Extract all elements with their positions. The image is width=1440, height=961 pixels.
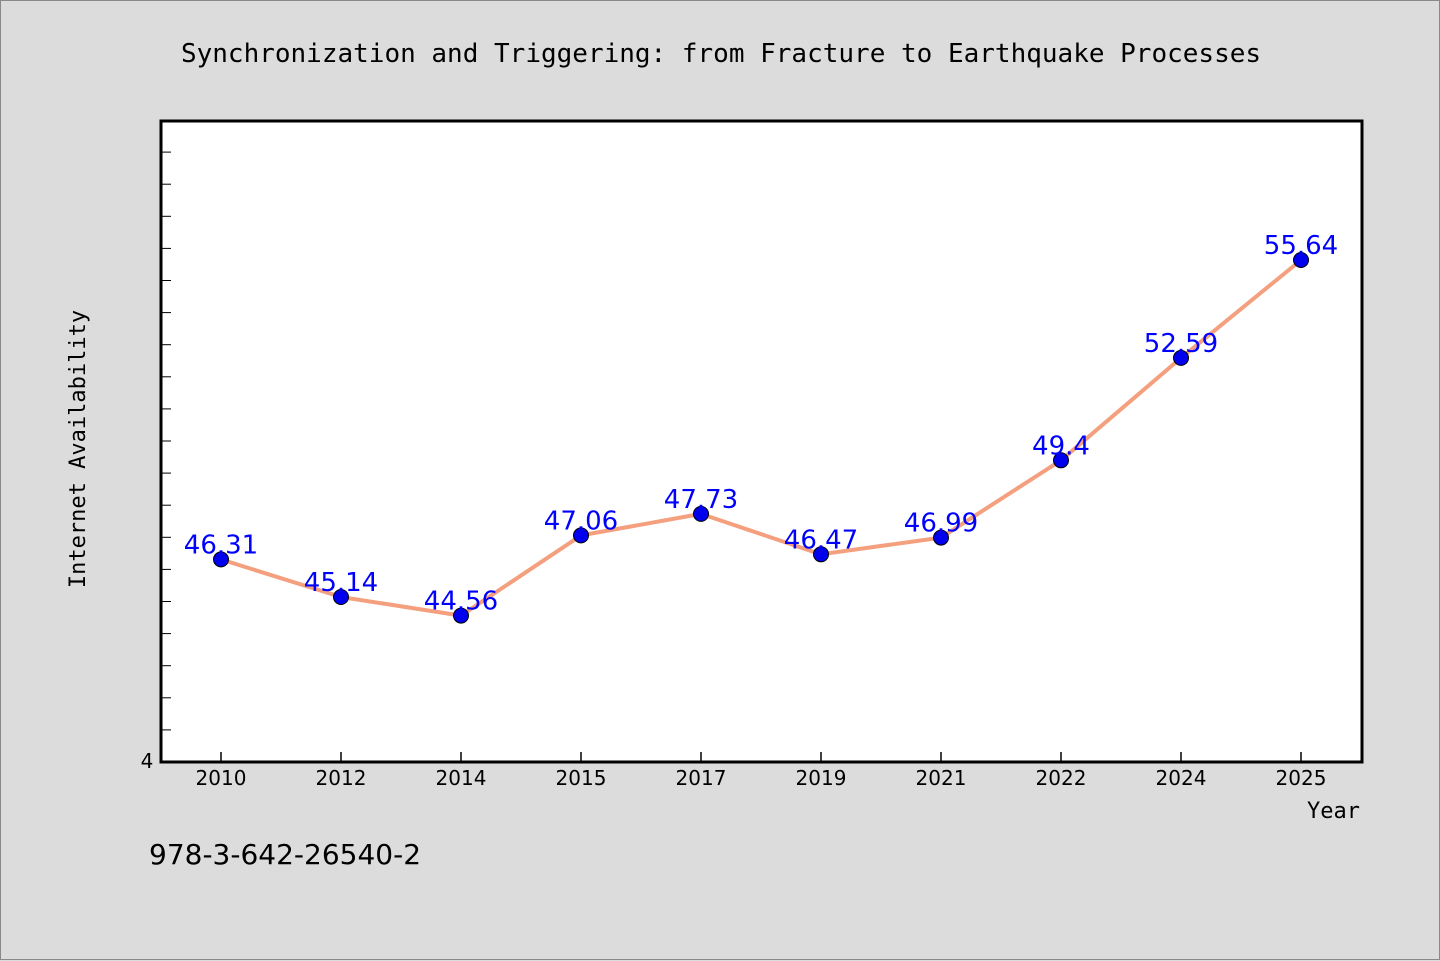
y-axis-label: Internet Availability <box>66 310 91 588</box>
series-markers <box>213 252 1309 624</box>
x-tick-label: 2019 <box>796 766 847 790</box>
data-point <box>453 607 469 624</box>
x-tick-label: 2014 <box>436 766 487 790</box>
data-label: 44.56 <box>424 587 498 617</box>
data-label: 47.06 <box>544 506 618 536</box>
data-point <box>1293 252 1309 268</box>
isbn-footer: 978-3-642-26540-2 <box>149 838 421 871</box>
data-label: 46.47 <box>784 525 858 555</box>
plot-area <box>159 119 1364 764</box>
data-point <box>813 546 829 563</box>
data-point <box>333 589 349 605</box>
x-tick-label: 2021 <box>916 766 967 790</box>
data-label: 45.14 <box>304 568 378 598</box>
series-line <box>220 258 1303 618</box>
data-label: 46.31 <box>184 530 258 560</box>
x-tick-label: 2025 <box>1276 766 1327 790</box>
y-tick-label: 4 <box>141 749 154 773</box>
x-axis-tick-labels: 2010 2012 2014 2015 2017 2019 2021 2022 2024 2025 <box>196 766 1327 790</box>
data-point <box>1053 452 1069 469</box>
data-point <box>693 505 709 522</box>
data-point <box>213 551 229 568</box>
y-axis-ticks <box>161 151 171 731</box>
data-label: 49.4 <box>1032 431 1090 461</box>
data-point <box>933 529 949 546</box>
data-label: 46.99 <box>904 509 978 539</box>
data-labels: 46.31 45.14 44.56 47.06 47.73 46.47 46.99 49.4 5… <box>184 231 1338 617</box>
x-tick-label: 2010 <box>196 766 247 790</box>
data-label: 55.64 <box>1264 231 1338 261</box>
data-point <box>1173 349 1189 366</box>
data-label: 47.73 <box>664 485 738 515</box>
chart-title: Synchronization and Triggering: from Fra… <box>181 39 1261 69</box>
x-tick-label: 2015 <box>556 766 607 790</box>
x-tick-label: 2024 <box>1156 766 1207 790</box>
x-tick-label: 2022 <box>1036 766 1087 790</box>
x-tick-label: 2012 <box>316 766 367 790</box>
x-tick-label: 2017 <box>676 766 727 790</box>
x-axis-ticks <box>220 752 1302 762</box>
x-axis-label: Year <box>1307 799 1360 824</box>
data-point <box>573 527 589 544</box>
data-label: 52.59 <box>1144 329 1218 359</box>
